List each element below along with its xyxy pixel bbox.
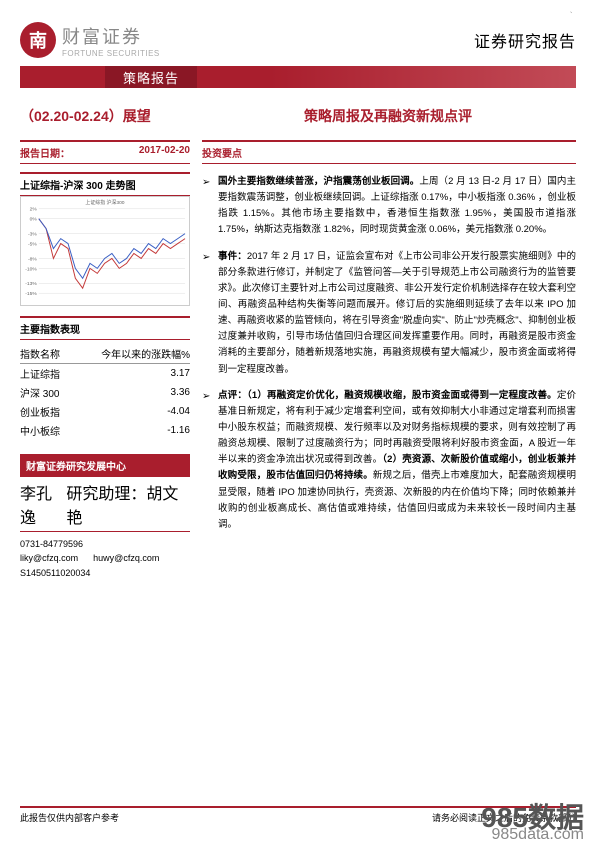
svg-text:-10%: -10% (25, 266, 37, 272)
bullet-item: ➢国外主要指数继续普涨，沪指震荡创业板回调。上周（2 月 13 日-2 月 17… (202, 174, 576, 239)
table-row: 上证综指3.17 (20, 364, 190, 384)
bullet-item: ➢事件：2017 年 2 月 17 日，证监会宣布对《上市公司非公开发行股票实施… (202, 249, 576, 378)
table-row: 创业板指-4.04 (20, 402, 190, 421)
right-column: 投资要点 ➢国外主要指数继续普涨，沪指震荡创业板回调。上周（2 月 13 日-2… (202, 140, 576, 580)
perf-table-title: 主要指数表现 (20, 316, 190, 340)
title-right: 策略周报及再融资新规点评 (200, 106, 576, 126)
email1: liky@cfzq.com (20, 553, 78, 563)
analyst-name: 李孔逸 (20, 480, 66, 528)
bullet-marker: ➢ (202, 388, 212, 533)
bullet-text: 点评：（1）再融资定价优化，融资规模收缩，股市资金面或得到一定程度改善。定价基准… (218, 388, 576, 533)
cell-value: -4.04 (73, 402, 190, 421)
report-date-bar: 报告日期： 2017-02-20 (20, 140, 190, 164)
svg-text:上证综指 沪深300: 上证综指 沪深300 (85, 199, 124, 206)
cell-name: 上证综指 (20, 364, 73, 384)
analyst-row: 李孔逸 研究助理：胡文艳 (20, 477, 190, 532)
cell-value: 3.36 (73, 383, 190, 402)
report-date-label: 报告日期： (20, 145, 70, 160)
bullet-marker: ➢ (202, 249, 212, 378)
th-name: 指数名称 (20, 344, 73, 364)
contact-info: 0731-84779596 liky@cfzq.com huwy@cfzq.co… (20, 537, 190, 580)
svg-text:0%: 0% (30, 217, 38, 223)
cell-name: 沪深 300 (20, 383, 73, 402)
assistant-info: 研究助理：胡文艳 (66, 480, 190, 528)
corner-mark: 、 (570, 6, 576, 15)
logo-block: 南 财富证券 FORTUNE SECURITIES (20, 22, 160, 58)
trend-chart: 2% 0% -3% -5% -8% -10% -13% -15% 上证综指 沪深300 (20, 196, 190, 306)
license: S1450511020034 (20, 566, 190, 580)
report-date-value: 2017-02-20 (139, 145, 190, 160)
footer-left: 此报告仅供内部客户参考 (20, 811, 119, 824)
report-type: 证券研究报告 (474, 28, 576, 52)
table-row: 沪深 3003.36 (20, 383, 190, 402)
chart-title: 上证综指-沪深 300 走势图 (20, 172, 190, 196)
bullet-text: 国外主要指数继续普涨，沪指震荡创业板回调。上周（2 月 13 日-2 月 17 … (218, 174, 576, 239)
investment-points-title: 投资要点 (202, 140, 576, 164)
left-column: 报告日期： 2017-02-20 上证综指-沪深 300 走势图 2% 0% -3%… (20, 140, 190, 580)
category-label: 策略报告 (105, 66, 197, 88)
table-header-row: 指数名称 今年以来的涨跌幅% (20, 344, 190, 364)
email2: huwy@cfzq.com (93, 553, 159, 563)
watermark-sub: 985data.com (491, 826, 584, 844)
research-center-title: 财富证券研究发展中心 (20, 454, 190, 477)
svg-text:-15%: -15% (25, 291, 37, 297)
company-name-en: FORTUNE SECURITIES (62, 49, 160, 58)
company-name-cn: 财富证券 (62, 23, 160, 49)
table-row: 中小板综-1.16 (20, 421, 190, 440)
title-row: （02.20-02.24）展望 策略周报及再融资新规点评 (20, 106, 576, 126)
cell-name: 创业板指 (20, 402, 73, 421)
title-left: （02.20-02.24）展望 (20, 106, 200, 126)
category-band: 策略报告 (20, 66, 576, 88)
svg-text:2%: 2% (30, 207, 38, 213)
svg-text:-13%: -13% (25, 281, 37, 287)
svg-text:-3%: -3% (28, 232, 37, 238)
cell-name: 中小板综 (20, 421, 73, 440)
perf-table: 指数名称 今年以来的涨跌幅% 上证综指3.17沪深 3003.36创业板指-4.… (20, 344, 190, 440)
svg-text:-5%: -5% (28, 242, 37, 248)
logo-icon: 南 (20, 22, 56, 58)
cell-value: -1.16 (73, 421, 190, 440)
bullet-text: 事件：2017 年 2 月 17 日，证监会宣布对《上市公司非公开发行股票实施细… (218, 249, 576, 378)
bullet-item: ➢点评：（1）再融资定价优化，融资规模收缩，股市资金面或得到一定程度改善。定价基… (202, 388, 576, 533)
phone: 0731-84779596 (20, 537, 190, 551)
page-header: 南 财富证券 FORTUNE SECURITIES 证券研究报告 (20, 18, 576, 62)
cell-value: 3.17 (73, 364, 190, 384)
th-change: 今年以来的涨跌幅% (73, 344, 190, 364)
bullet-marker: ➢ (202, 174, 212, 239)
svg-text:-8%: -8% (28, 256, 37, 262)
